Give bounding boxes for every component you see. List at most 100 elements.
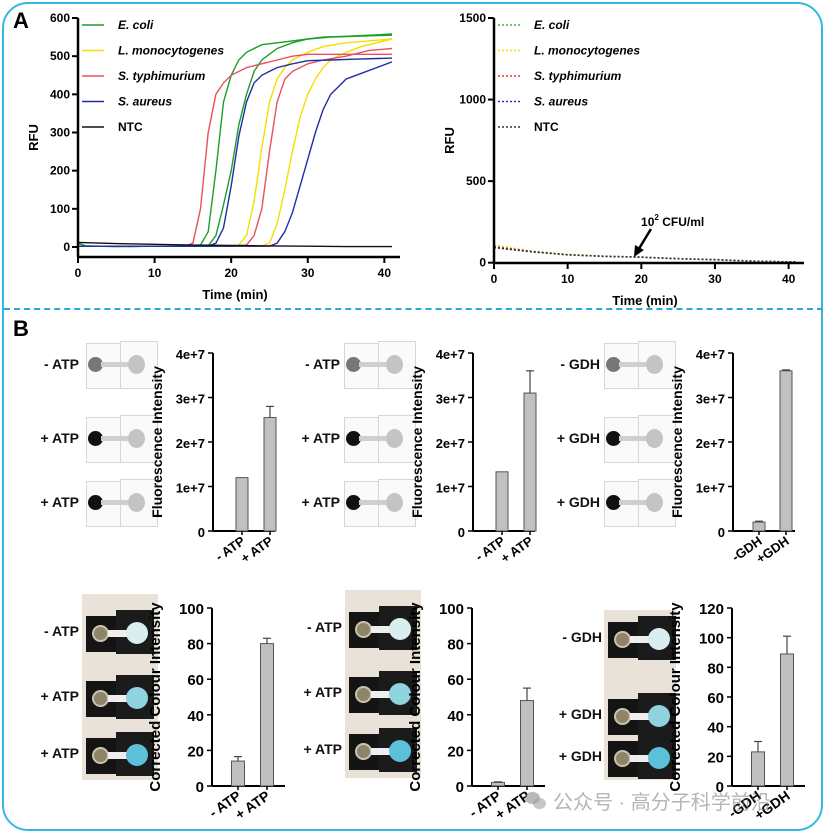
series-line-4-0 bbox=[77, 241, 392, 248]
y-tick-label: 0 bbox=[198, 525, 205, 540]
sensor-chip-image bbox=[340, 479, 420, 527]
sensor-chip-image bbox=[600, 415, 680, 463]
y-tick-label: 3e+7 bbox=[436, 392, 465, 407]
x-tick-label: 0 bbox=[75, 266, 82, 280]
y-tick-label: 2e+7 bbox=[176, 436, 205, 451]
y-tick-label: 80 bbox=[447, 637, 464, 654]
y-tick-label: 40 bbox=[707, 720, 724, 737]
series-line-2-0 bbox=[493, 246, 797, 263]
legend-label: S. aureus bbox=[534, 95, 588, 109]
y-axis-title: Fluorescence Intensity bbox=[409, 366, 425, 518]
sample-row-label: + ATP bbox=[301, 430, 340, 446]
colour-sensor-photos bbox=[82, 594, 158, 780]
series-line-0-0 bbox=[77, 33, 393, 248]
x-axis-title: Time (min) bbox=[612, 293, 678, 308]
sensor-chip-image bbox=[340, 415, 420, 463]
legend-label: E. coli bbox=[534, 18, 570, 32]
x-tick-label: + ATP bbox=[238, 533, 276, 566]
y-axis-title: Corrected Colour Intensity bbox=[407, 602, 424, 792]
y-tick-label: 4e+7 bbox=[696, 347, 725, 362]
sensor-chip-image bbox=[604, 691, 676, 739]
fluorescence-sensor-photos bbox=[600, 340, 680, 540]
sensor-chip-image bbox=[345, 604, 421, 652]
y-tick-label: 40 bbox=[447, 708, 464, 725]
y-tick-label: 20 bbox=[707, 749, 724, 766]
sensor-chip-image bbox=[604, 614, 676, 662]
arrow-head-icon bbox=[633, 244, 644, 257]
y-tick-label: 20 bbox=[187, 743, 204, 760]
y-tick-label: 100 bbox=[699, 631, 724, 648]
bar bbox=[235, 477, 249, 532]
x-tick-label: 0 bbox=[491, 272, 498, 286]
panel-label-b: B bbox=[13, 316, 29, 341]
sensor-chip-image bbox=[82, 730, 158, 778]
legend-label: L. monocytogenes bbox=[534, 44, 640, 58]
sensor-chip-image bbox=[604, 733, 676, 781]
sample-row-label: + ATP bbox=[301, 494, 340, 510]
watermark: 公众号 · 高分子科学前沿 bbox=[525, 786, 771, 815]
legend-label: NTC bbox=[118, 120, 143, 134]
y-tick-label: 0 bbox=[718, 525, 725, 540]
y-tick-label: 40 bbox=[187, 708, 204, 725]
y-tick-label: 20 bbox=[447, 743, 464, 760]
bar bbox=[751, 751, 765, 787]
sample-row-label: + ATP bbox=[303, 741, 342, 757]
sensor-chip-image bbox=[345, 669, 421, 717]
y-axis-title: RFU bbox=[26, 124, 41, 151]
y-axis-title: Fluorescence Intensity bbox=[149, 366, 165, 518]
chart-negative-control-curves: 0 500 1000 1500 0 10 20 30 40 Time (min) RFU E. col… bbox=[442, 11, 804, 308]
y-tick-label: 80 bbox=[707, 660, 724, 677]
y-tick-label: 100 bbox=[50, 202, 70, 216]
y-tick-label: 100 bbox=[179, 601, 204, 618]
sample-row-label: - ATP bbox=[305, 356, 340, 372]
y-tick-label: 0 bbox=[456, 779, 464, 796]
fluorescence-sensor-photos bbox=[82, 340, 162, 540]
legend-label: L. monocytogenes bbox=[118, 44, 224, 58]
chart-amplification-curves: 0 100 200 300 400 500 600 0 10 20 30 40 Time (min) RF… bbox=[26, 11, 400, 302]
y-tick-label: 120 bbox=[699, 601, 724, 618]
sample-row-label: - GDH bbox=[560, 356, 600, 372]
sample-row-label: - ATP bbox=[44, 623, 79, 639]
bar bbox=[752, 521, 766, 532]
y-axis-title: Corrected Colour Intensity bbox=[147, 602, 164, 792]
x-tick-label: 40 bbox=[378, 266, 392, 280]
sensor-chip-image bbox=[82, 479, 162, 527]
x-axis-title: Time (min) bbox=[202, 287, 268, 302]
legend-label: S. typhimurium bbox=[118, 69, 206, 83]
y-tick-label: 0 bbox=[196, 779, 204, 796]
x-tick-label: 10 bbox=[148, 266, 162, 280]
y-axis-title: Fluorescence Intensity bbox=[669, 366, 685, 518]
sample-row-label: + ATP bbox=[40, 688, 79, 704]
series-line-3-1 bbox=[78, 61, 393, 247]
series-line-0-0 bbox=[493, 245, 797, 263]
legend-label: E. coli bbox=[118, 18, 154, 32]
y-tick-label: 1500 bbox=[459, 11, 486, 25]
bar bbox=[523, 392, 537, 532]
sample-row-label: - ATP bbox=[44, 356, 79, 372]
y-tick-label: 3e+7 bbox=[696, 392, 725, 407]
x-tick-label: 40 bbox=[782, 272, 796, 286]
bar bbox=[263, 417, 277, 532]
x-tick-label: 30 bbox=[301, 266, 315, 280]
y-tick-label: 600 bbox=[50, 11, 70, 25]
series-line-3-0 bbox=[493, 246, 797, 263]
y-tick-label: 0 bbox=[63, 240, 70, 254]
y-tick-label: 1000 bbox=[459, 93, 486, 107]
bar bbox=[520, 700, 534, 787]
series-line-1-0 bbox=[493, 244, 797, 263]
sample-row-label: + GDH bbox=[556, 430, 600, 446]
annotation-label: 102 CFU/ml bbox=[641, 213, 704, 229]
y-tick-label: 60 bbox=[447, 672, 464, 689]
sample-row-label: + ATP bbox=[303, 684, 342, 700]
sensor-chip-image bbox=[82, 673, 158, 721]
colour-sensor-photos bbox=[604, 610, 676, 780]
sample-row-label: + GDH bbox=[558, 706, 602, 722]
sample-row-label: - ATP bbox=[307, 619, 342, 635]
sample-row-label: + GDH bbox=[556, 494, 600, 510]
watermark-text: 公众号 · 高分子科学前沿 bbox=[553, 792, 771, 814]
bar bbox=[779, 370, 793, 532]
sample-row-label: + GDH bbox=[558, 748, 602, 764]
